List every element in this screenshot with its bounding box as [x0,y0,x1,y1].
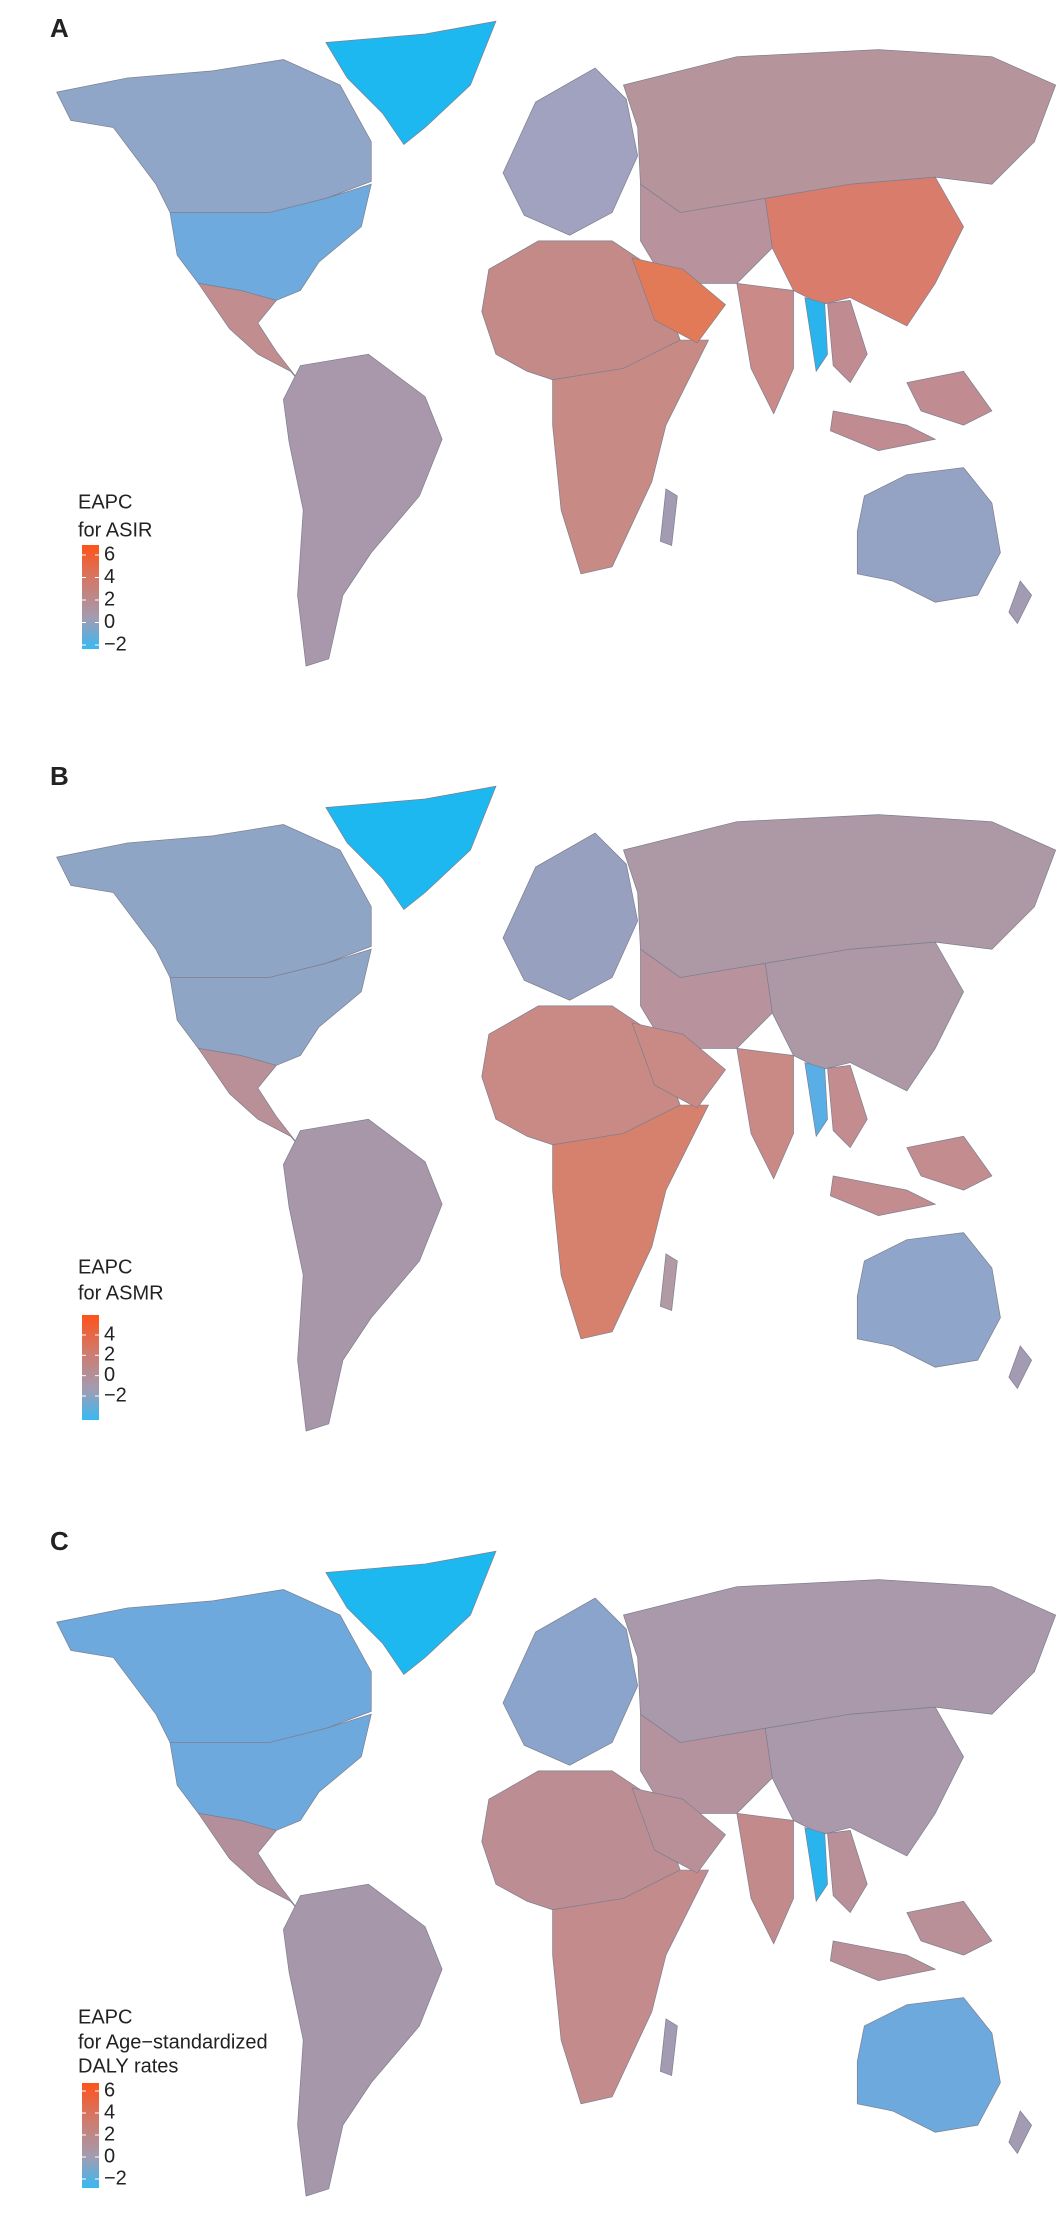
color-bar [82,545,99,649]
legend-tick-label: 4 [104,566,115,588]
world-map [55,785,1057,1432]
legend-title: DALY rates [78,2055,178,2077]
legend-tick-label: 6 [104,543,115,565]
legend-title: for Age−standardized [78,2031,268,2053]
legend-title: EAPC [78,491,132,513]
legend-tick-label: 2 [104,588,115,610]
legend-tick-label: −2 [104,633,127,655]
panel-label: C [50,1526,69,1556]
panel-label: A [50,13,69,43]
legend-tick-label: 0 [104,611,115,633]
legend-tick-label: 0 [104,1364,115,1386]
legend-tick-label: 4 [104,2101,115,2123]
legend-title: for ASMR [78,1282,164,1304]
legend-title: for ASIR [78,519,152,541]
color-bar [82,2083,99,2188]
legend-tick-label: −2 [104,2167,127,2189]
legend-tick-label: 2 [104,2123,115,2145]
legend-tick-label: 4 [104,1323,115,1345]
world-map [55,20,1057,667]
panel-label: B [50,761,69,791]
legend-tick-label: 2 [104,1344,115,1366]
legend-title: EAPC [78,2006,132,2028]
legend-tick-label: −2 [104,1384,127,1406]
legend-title: EAPC [78,1256,132,1278]
world-map [55,1550,1057,2197]
legend-tick-label: 0 [104,2145,115,2167]
legend-tick-label: 6 [104,2079,115,2101]
color-bar [82,1315,99,1420]
